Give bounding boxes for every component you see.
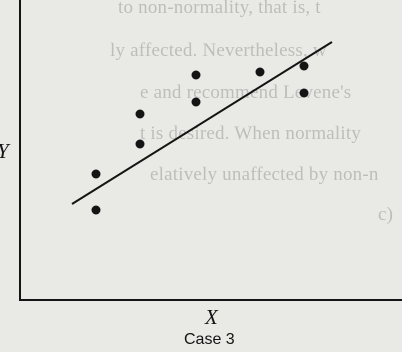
data-point [135,139,145,149]
data-point [91,169,101,179]
data-point [255,67,265,77]
data-point [191,97,201,107]
chart-axes [19,0,402,301]
data-point [135,109,145,119]
chart-caption: Case 3 [184,331,235,348]
y-axis-label: Y [0,139,11,163]
data-point [91,205,101,215]
data-point [191,70,201,80]
data-point [299,61,309,71]
plot-area [71,41,333,215]
data-point [299,88,309,98]
x-axis-label: X [204,305,219,329]
regression-line [71,41,333,205]
